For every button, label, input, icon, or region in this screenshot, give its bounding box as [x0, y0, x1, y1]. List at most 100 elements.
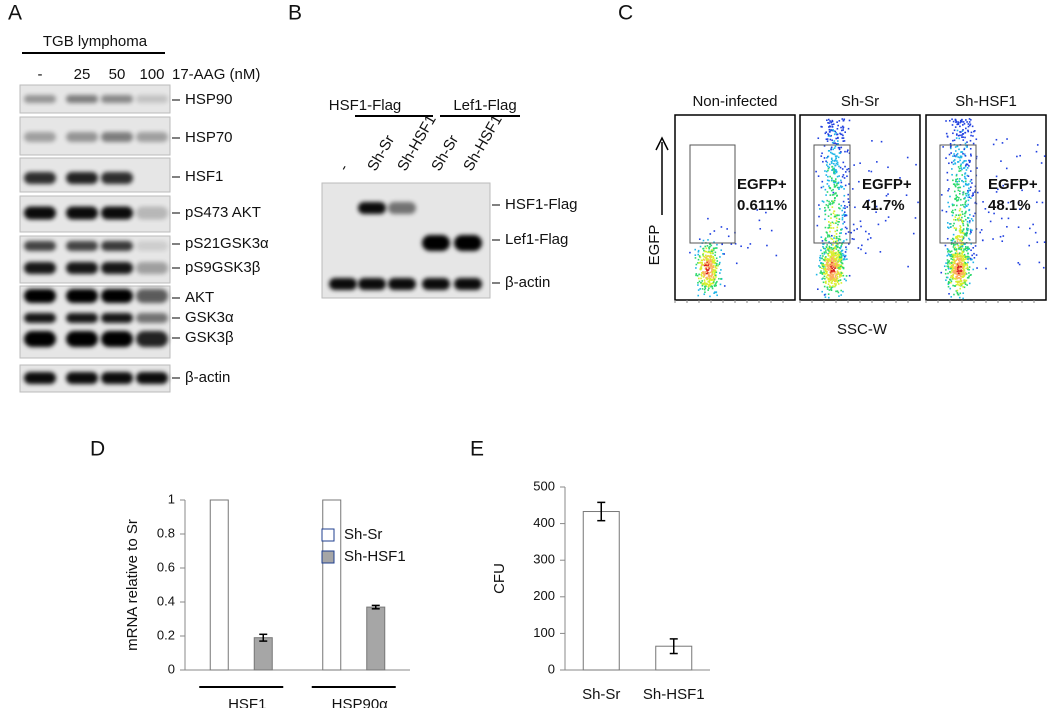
event-dot — [828, 126, 830, 128]
event-dot — [702, 247, 705, 250]
event-dot — [727, 235, 730, 238]
event-dot — [839, 185, 842, 187]
event-dot — [951, 255, 954, 258]
event-dot — [841, 168, 844, 170]
band — [136, 241, 168, 251]
event-dot — [969, 189, 971, 192]
event-dot — [951, 204, 954, 207]
event-dot — [853, 229, 856, 232]
event-dot — [823, 265, 825, 268]
event-dot — [962, 275, 964, 277]
event-dot — [1043, 241, 1046, 243]
event-dot — [830, 146, 833, 149]
event-dot — [960, 151, 963, 153]
event-dot — [827, 269, 830, 271]
x-tick-label: HSF1 — [228, 696, 266, 708]
event-dot — [957, 219, 960, 222]
event-dot — [947, 263, 949, 265]
event-dot — [954, 256, 957, 258]
event-dot — [823, 253, 826, 255]
y-tick-label: 0.4 — [157, 593, 175, 608]
event-dot — [698, 238, 701, 241]
event-dot — [700, 277, 702, 280]
event-dot — [822, 242, 824, 245]
event-dot — [956, 264, 958, 267]
event-dot — [821, 262, 823, 265]
event-dot — [950, 266, 952, 269]
event-dot — [703, 285, 706, 288]
event-dot — [1016, 155, 1018, 158]
event-dot — [825, 194, 827, 196]
event-dot — [956, 178, 959, 180]
event-dot — [964, 131, 967, 134]
event-dot — [821, 267, 823, 270]
event-dot — [827, 227, 830, 229]
band — [66, 313, 98, 323]
event-dot — [964, 232, 966, 235]
event-dot — [952, 155, 954, 157]
event-dot — [718, 263, 721, 266]
event-dot — [826, 288, 829, 290]
event-dot — [714, 251, 717, 254]
event-dot — [960, 245, 962, 248]
event-dot — [955, 173, 958, 176]
event-dot — [962, 232, 964, 234]
event-dot — [969, 213, 971, 216]
event-dot — [702, 282, 704, 285]
event-dot — [831, 286, 834, 288]
event-dot — [957, 214, 960, 216]
event-dot — [841, 125, 844, 128]
event-dot — [821, 265, 824, 267]
event-dot — [947, 272, 949, 275]
event-dot — [844, 251, 847, 253]
event-dot — [952, 183, 955, 186]
event-dot — [968, 118, 971, 120]
event-dot — [839, 232, 841, 235]
event-dot — [840, 264, 842, 266]
event-dot — [835, 171, 838, 174]
event-dot — [952, 255, 955, 257]
event-dot — [880, 140, 883, 143]
event-dot — [829, 271, 832, 274]
event-dot — [826, 286, 829, 289]
event-dot — [956, 270, 959, 273]
event-dot — [831, 261, 833, 264]
event-dot — [702, 273, 705, 275]
event-dot — [835, 137, 838, 140]
event-dot — [951, 124, 954, 126]
event-dot — [870, 170, 873, 173]
gate-percent: 41.7% — [862, 197, 905, 214]
event-dot — [713, 230, 716, 232]
event-dot — [967, 203, 969, 206]
lane-label: 100 — [139, 66, 164, 83]
event-dot — [815, 170, 817, 173]
event-dot — [968, 159, 970, 162]
event-dot — [831, 159, 834, 162]
event-dot — [830, 266, 832, 268]
event-dot — [968, 221, 971, 224]
event-dot — [963, 175, 966, 178]
event-dot — [950, 258, 952, 260]
event-dot — [954, 197, 956, 200]
y-axis-label: EGFP — [646, 225, 663, 266]
y-tick-label: 1 — [168, 491, 175, 506]
event-dot — [820, 249, 822, 252]
event-dot — [713, 291, 716, 294]
event-dot — [706, 282, 708, 285]
event-dot — [722, 253, 724, 255]
event-dot — [831, 152, 833, 155]
event-dot — [836, 161, 839, 164]
event-dot — [714, 254, 716, 257]
band — [24, 262, 56, 274]
event-dot — [834, 278, 836, 281]
event-dot — [1017, 262, 1020, 264]
event-dot — [957, 161, 959, 163]
event-dot — [949, 254, 952, 256]
event-dot — [848, 170, 851, 173]
event-dot — [967, 252, 969, 255]
event-dot — [956, 280, 958, 283]
event-dot — [966, 163, 969, 166]
event-dot — [836, 133, 839, 136]
event-dot — [949, 147, 952, 150]
event-dot — [828, 251, 831, 254]
